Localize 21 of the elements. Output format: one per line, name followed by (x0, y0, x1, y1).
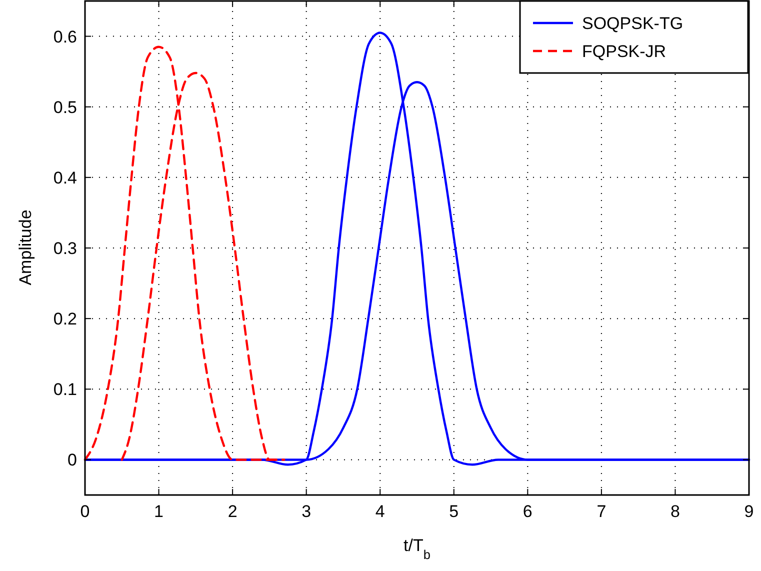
legend-label: SOQPSK-TG (582, 14, 684, 33)
x-tick-label: 3 (302, 502, 312, 521)
y-tick-label: 0.3 (53, 239, 77, 258)
x-tick-label: 7 (596, 502, 606, 521)
x-tick-label: 8 (670, 502, 680, 521)
x-tick-label: 5 (449, 502, 459, 521)
x-axis-title: t/T$_{b}$ (404, 536, 430, 562)
legend-label: FQPSK-JR (582, 42, 666, 61)
x-tick-label: 1 (154, 502, 164, 521)
y-axis-title: Amplitude (16, 210, 35, 286)
y-tick-label: 0.5 (53, 98, 77, 117)
y-tick-label: 0 (68, 450, 77, 470)
y-tick-label: 0.2 (53, 310, 77, 329)
y-tick-label: 0.4 (53, 168, 77, 188)
x-tick-label: 2 (228, 502, 238, 521)
x-tick-label: 9 (744, 502, 754, 521)
x-tick-label: 4 (375, 502, 385, 521)
x-tick-label: 0 (80, 502, 90, 521)
y-tick-label: 0.6 (53, 27, 77, 46)
x-tick-label: 6 (522, 502, 532, 521)
y-tick-label: 0.1 (53, 380, 77, 400)
